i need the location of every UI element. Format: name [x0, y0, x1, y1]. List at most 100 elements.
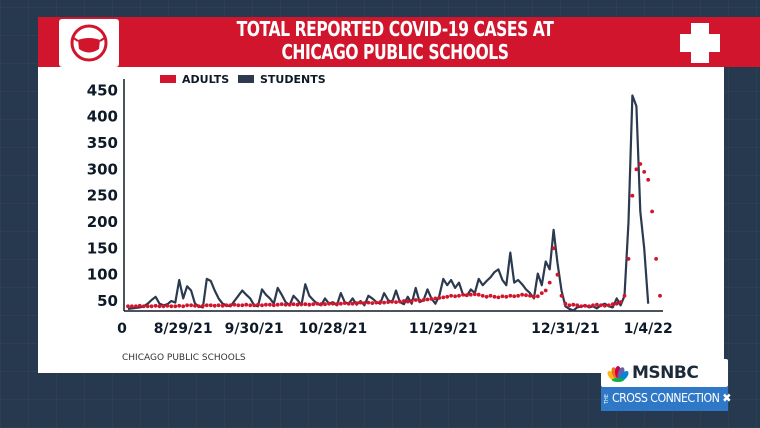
series-point-adults [512, 294, 517, 299]
series-point-adults [524, 293, 528, 298]
series-point-adults [465, 293, 469, 298]
peacock-icon [606, 364, 630, 384]
series-point-adults [264, 302, 268, 307]
series-point-adults [256, 302, 260, 307]
series-point-adults [539, 291, 544, 295]
network-logo-text: MSNBC [632, 363, 699, 383]
y-tick-label: 450 [87, 81, 118, 99]
masked-face-icon [59, 19, 119, 67]
series-point-adults [319, 302, 323, 307]
legend: ADULTS STUDENTS [160, 73, 326, 86]
series-point-adults [595, 302, 599, 307]
series-point-adults [338, 301, 343, 306]
show-name: CROSS CONNECTION ✖ [612, 391, 732, 405]
series-point-adults [457, 293, 461, 298]
series-point-adults [480, 293, 485, 298]
show-name-text: CROSS CONNECTION [612, 391, 720, 405]
series-point-adults [157, 304, 162, 309]
series-point-adults [575, 303, 580, 308]
series-point-adults [271, 303, 276, 308]
series-point-adults [354, 301, 359, 305]
y-tick-label: 250 [87, 187, 118, 205]
series-point-adults [472, 292, 477, 297]
series-point-adults [189, 303, 194, 308]
series-point-adults [193, 303, 197, 308]
header-banner [38, 17, 760, 67]
series-point-adults [362, 301, 367, 305]
series-point-adults [307, 302, 312, 307]
series-point-adults [658, 293, 662, 298]
series-point-adults [311, 302, 316, 307]
series-point-adults [315, 301, 320, 306]
series-point-adults [291, 302, 296, 307]
series-point-adults [204, 303, 209, 308]
series-point-adults [279, 302, 284, 307]
series-point-adults [496, 295, 501, 300]
series-point-adults [433, 296, 438, 301]
series-point-adults [638, 162, 643, 166]
legend-label-adults: ADULTS [182, 73, 229, 86]
x-axis-ticks: 0 8/29/21 9/30/21 10/28/21 11/29/21 12/31/21 1… [117, 321, 673, 337]
series-point-adults [220, 303, 225, 308]
series-point-adults [358, 300, 363, 305]
series-point-adults [551, 246, 556, 251]
series-point-adults [248, 303, 253, 308]
series-point-adults [153, 303, 158, 308]
series-point-adults [453, 294, 457, 299]
series-point-adults [350, 301, 355, 306]
series-point-adults [614, 301, 619, 306]
x-tick-label: 0 [117, 321, 127, 337]
series-point-adults [398, 299, 402, 304]
series-point-adults [165, 303, 170, 308]
series-point-adults [650, 209, 654, 214]
series-point-adults [618, 300, 623, 304]
show-name-bar [601, 387, 728, 411]
source-credit: CHICAGO PUBLIC SCHOOLS [122, 353, 246, 363]
series-point-adults [504, 294, 509, 299]
series-point-adults [331, 301, 335, 306]
series-point-adults [567, 303, 572, 308]
series-point-adults [197, 304, 201, 309]
series-point-adults [528, 293, 532, 298]
series-point-adults [622, 293, 627, 298]
series-point-adults [468, 292, 473, 297]
series-point-adults [208, 303, 213, 308]
series-point-adults [579, 304, 584, 309]
series-point-adults [327, 301, 331, 306]
series-point-adults [394, 300, 398, 304]
series-point-adults [547, 280, 552, 285]
series-point-adults [543, 288, 548, 293]
series-point-adults [437, 296, 442, 300]
series-point-adults [634, 167, 639, 172]
series-point-adults [535, 294, 540, 299]
chart-panel: 50 100 150 200 250 300 350 400 450 0 8/29/21 9/30/… [38, 67, 724, 373]
series-point-adults [299, 302, 304, 307]
series-point-adults [386, 300, 390, 304]
series-point-adults [425, 297, 430, 302]
series-point-adults [441, 295, 446, 300]
series-point-adults [295, 302, 300, 307]
series-point-adults [642, 170, 647, 174]
series-point-adults [461, 292, 465, 297]
legend-swatch-students [238, 75, 254, 83]
series-point-adults [583, 303, 587, 308]
series-point-adults [484, 294, 489, 299]
series-point-adults [177, 303, 182, 308]
series-point-adults [646, 177, 651, 182]
series-point-adults [606, 303, 611, 308]
series-point-adults [134, 304, 138, 309]
series-point-adults [417, 298, 422, 303]
series-point-adults [335, 302, 339, 307]
y-tick-label: 400 [87, 108, 118, 126]
series-point-adults [149, 304, 154, 309]
series-point-adults [137, 303, 142, 308]
series-point-adults [421, 298, 426, 302]
series-layer [126, 94, 662, 312]
series-point-adults [492, 294, 497, 299]
series-point-adults [342, 301, 347, 305]
series-point-adults [405, 299, 410, 304]
series-point-adults [602, 303, 607, 308]
series-point-adults [201, 303, 205, 308]
series-point-adults [488, 293, 493, 298]
series-point-adults [555, 272, 560, 277]
